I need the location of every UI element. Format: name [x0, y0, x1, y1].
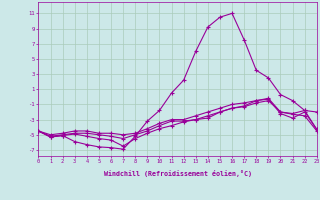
X-axis label: Windchill (Refroidissement éolien,°C): Windchill (Refroidissement éolien,°C) — [104, 170, 252, 177]
